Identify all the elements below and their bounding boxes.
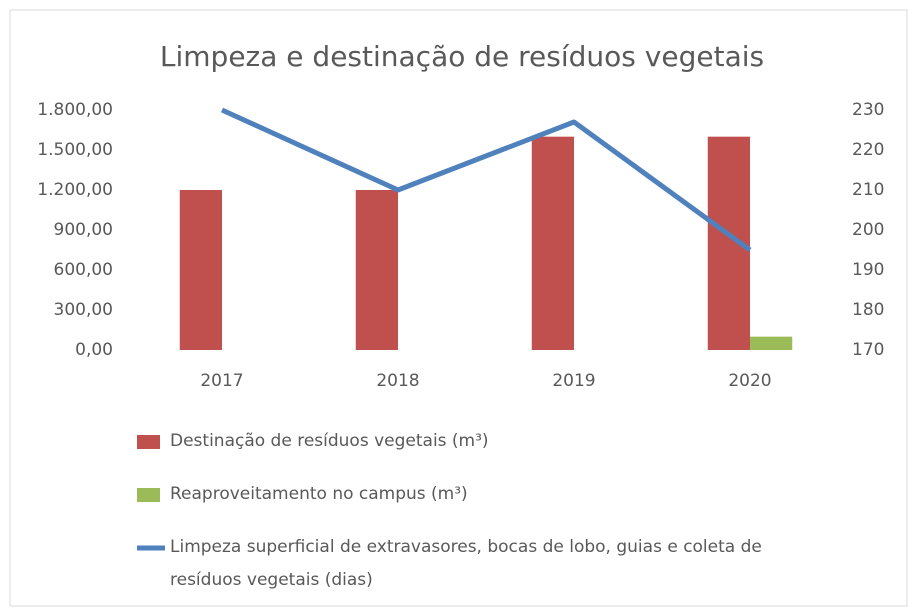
x-tick-label: 2020 [728, 371, 771, 391]
y2-tick-label: 180 [852, 300, 884, 320]
y-tick-label: 1.200,00 [37, 180, 113, 200]
legend-label: Reaproveitamento no campus (m³) [170, 484, 468, 504]
y-tick-label: 300,00 [54, 300, 113, 320]
y2-tick-label: 210 [852, 180, 884, 200]
chart-title: Limpeza e destinação de resíduos vegetai… [160, 40, 764, 73]
legend-item: Limpeza superficial de extravasores, boc… [137, 531, 837, 597]
legend-item: Destinação de resíduos vegetais (m³) [137, 425, 837, 458]
x-tick-label: 2019 [552, 371, 595, 391]
bar [355, 190, 398, 350]
x-tick-label: 2017 [200, 371, 243, 391]
y2-tick-label: 230 [852, 100, 884, 120]
line [220, 107, 752, 253]
legend-swatch [137, 488, 160, 502]
y-tick-label: 0,00 [75, 340, 113, 360]
bar [531, 136, 574, 350]
legend-box [137, 435, 160, 449]
y2-tick-label: 220 [852, 140, 884, 160]
legend-box [137, 488, 160, 502]
y-tick-label: 600,00 [54, 260, 113, 280]
y-tick-label: 1.800,00 [37, 100, 113, 120]
y2-tick-label: 170 [852, 340, 884, 360]
legend-item: Reaproveitamento no campus (m³) [137, 478, 837, 511]
x-tick-label: 2018 [376, 371, 419, 391]
legend-swatch [137, 435, 160, 449]
legend: Destinação de resíduos vegetais (m³) Reap… [137, 425, 837, 608]
legend-swatch [137, 545, 165, 551]
y-tick-label: 900,00 [54, 220, 113, 240]
y-tick-label: 1.500,00 [37, 140, 113, 160]
bar [179, 190, 222, 350]
bar [750, 336, 793, 350]
legend-label: Limpeza superficial de extravasores, boc… [170, 537, 762, 590]
y2-tick-label: 200 [852, 220, 884, 240]
legend-label: Destinação de resíduos vegetais (m³) [170, 431, 489, 451]
chart-frame [9, 9, 908, 607]
y2-tick-label: 190 [852, 260, 884, 280]
